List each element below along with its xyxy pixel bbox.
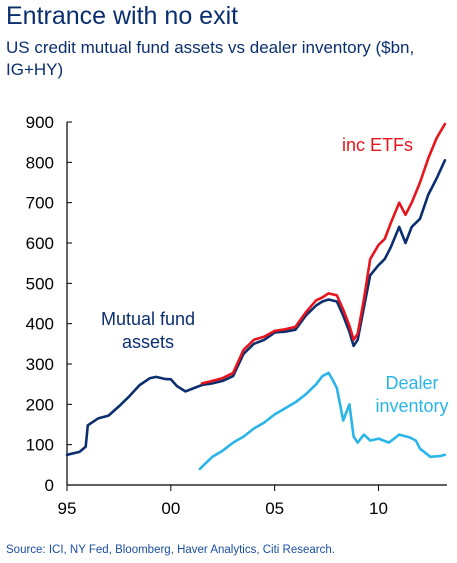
y-tick-label: 900 [26,113,54,132]
y-tick-label: 600 [26,234,54,253]
x-tick-label: 05 [265,499,284,518]
x-tick-label: 95 [58,499,77,518]
annotations: inc ETFs Mutual fund assets Dealer inventory [101,135,449,416]
x-axis-ticks: 95 00 05 10 [58,485,388,518]
x-tick-label: 00 [161,499,180,518]
annotation-dealer: Dealer inventory [375,373,448,416]
y-tick-label: 500 [26,274,54,293]
annotation-mutual-fund-line: assets [122,332,174,352]
series-lines [65,122,447,471]
y-tick-label: 200 [26,395,54,414]
y-tick-label: 700 [26,194,54,213]
y-tick-label: 100 [26,436,54,455]
chart-title: Entrance with no exit [6,2,239,30]
chart-subtitle: US credit mutual fund assets vs dealer i… [6,38,415,79]
series-line-mutual-fund [65,159,447,457]
annotation-mutual-fund-line: Mutual fund [101,309,195,329]
y-tick-label: 800 [26,153,54,172]
source-note: Source: ICI, NY Fed, Bloomberg, Haver An… [6,544,335,556]
annotation-dealer-line: Dealer [385,373,438,393]
y-tick-label: 0 [45,476,54,495]
series-line-dealer [198,371,447,471]
x-tick-label: 10 [369,499,388,518]
annotation-dealer-line: inventory [375,396,448,416]
y-tick-label: 400 [26,315,54,334]
axes [66,122,447,486]
y-tick-label: 300 [26,355,54,374]
y-axis-ticks: 0 100 200 300 400 500 600 700 800 900 [26,113,72,495]
annotation-etf: inc ETFs [342,135,413,155]
series-line-etf [200,122,447,385]
annotation-mutual-fund: Mutual fund assets [101,309,195,352]
